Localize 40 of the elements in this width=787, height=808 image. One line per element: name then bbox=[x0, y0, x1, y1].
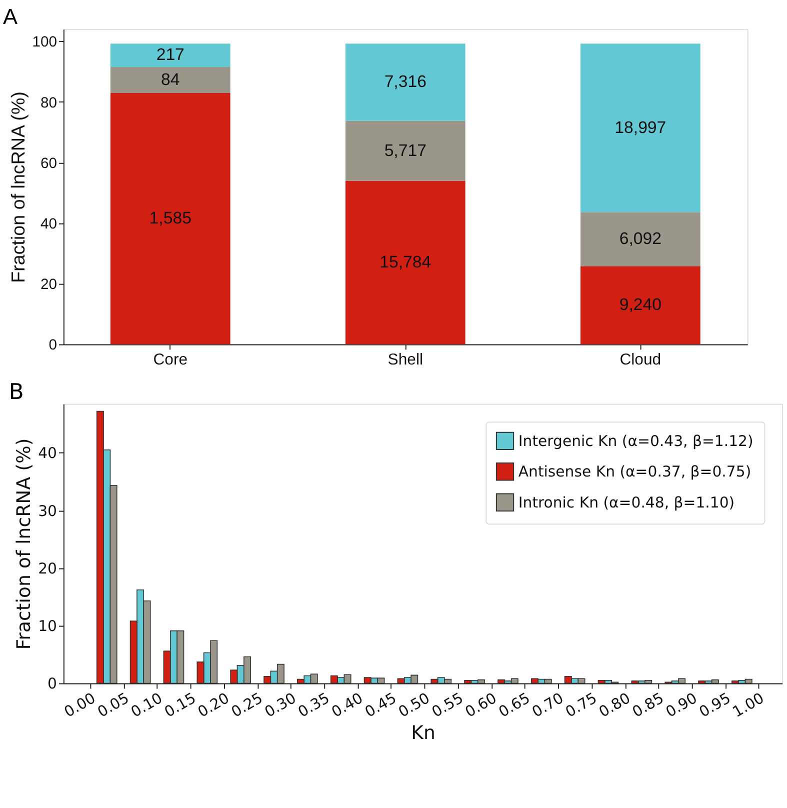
y-tick-label: 80 bbox=[40, 95, 57, 112]
y-tick-label: 10 bbox=[38, 617, 57, 636]
y-tick-label: 60 bbox=[40, 156, 57, 172]
x-axis-title: Kn bbox=[411, 722, 436, 744]
bar bbox=[580, 44, 700, 212]
bar bbox=[580, 212, 700, 266]
annotation: 6,092 bbox=[619, 229, 662, 248]
annotation: 217 bbox=[156, 45, 184, 64]
y-tick-label: 20 bbox=[38, 559, 57, 578]
annotation: 1,585 bbox=[149, 208, 192, 228]
y-axis-title: Fraction of lncRNA (%) bbox=[7, 91, 28, 283]
y-tick-label: 40 bbox=[40, 216, 57, 232]
bar bbox=[580, 266, 700, 344]
y-tick-label: 30 bbox=[38, 502, 57, 520]
bar bbox=[110, 93, 230, 344]
x-tick-label: Cloud bbox=[620, 352, 662, 369]
bar bbox=[110, 66, 230, 94]
y-tick-label: 40 bbox=[38, 444, 57, 462]
legend-label: Antisense Kn (α=0.37, β=0.75) bbox=[518, 462, 752, 481]
x-tick-label: Shell bbox=[388, 352, 424, 369]
bar bbox=[110, 44, 230, 67]
y-tick-label: 0 bbox=[48, 674, 57, 693]
annotation: 84 bbox=[160, 70, 180, 89]
legend-label: Intronic Kn (α=0.48, β=1.10) bbox=[518, 493, 735, 512]
y-tick-label: 0 bbox=[48, 338, 57, 354]
y-tick-label: 100 bbox=[32, 34, 57, 51]
chart-title: A bbox=[2, 4, 18, 30]
annotation: 5,717 bbox=[384, 140, 426, 160]
bar bbox=[345, 180, 466, 344]
annotation: 18,997 bbox=[614, 118, 666, 137]
annotation: 9,240 bbox=[619, 295, 662, 314]
bar bbox=[345, 120, 466, 181]
legend-label: Intergenic Kn (α=0.43, β=1.12) bbox=[518, 432, 754, 450]
bar bbox=[345, 44, 466, 121]
y-axis-title: Fraction of lncRNA (%) bbox=[14, 438, 36, 650]
chart-title: B bbox=[8, 380, 24, 405]
annotation: 15,784 bbox=[380, 252, 432, 272]
y-tick-label: 20 bbox=[40, 277, 57, 294]
x-tick-label: Core bbox=[153, 352, 188, 369]
annotation: 7,316 bbox=[384, 72, 426, 92]
